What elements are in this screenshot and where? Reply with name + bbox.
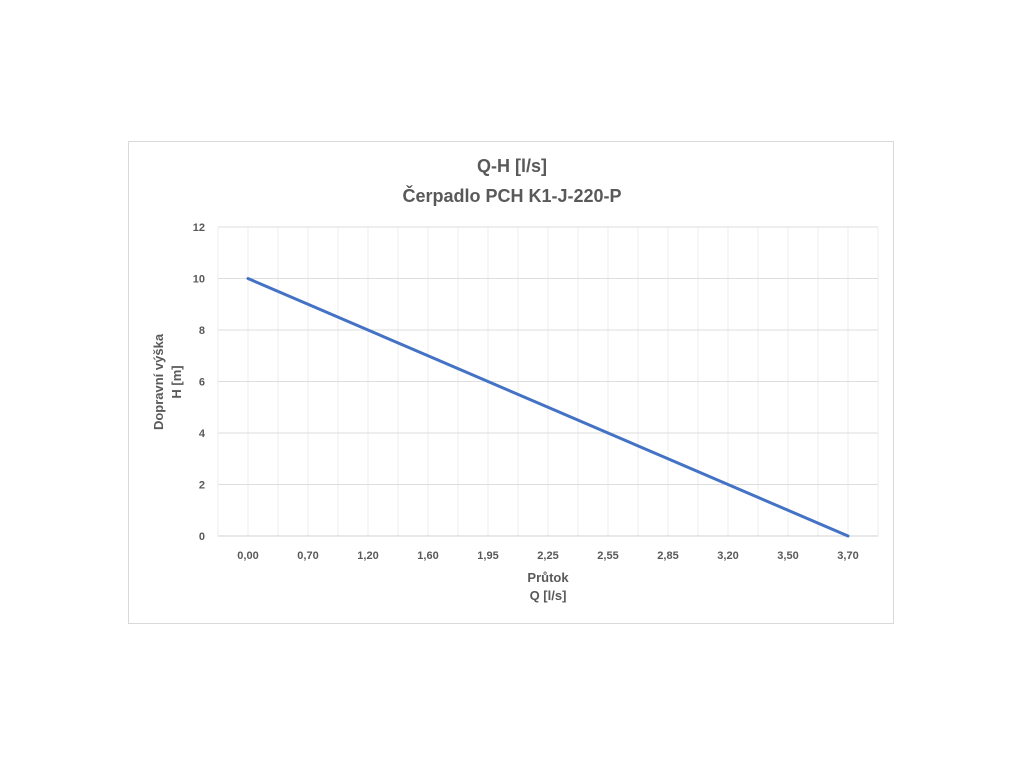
- chart-frame: [128, 141, 894, 624]
- y-tick-label: 0: [199, 531, 205, 543]
- x-tick-label: 0,70: [297, 550, 318, 562]
- y-axis-title-line1: Dopravní výška: [151, 333, 166, 430]
- x-tick-label: 0,00: [237, 550, 258, 562]
- line-layer: [246, 277, 850, 538]
- x-tick-label: 3,50: [777, 550, 798, 562]
- y-tick-label: 8: [199, 325, 205, 337]
- x-tick-label: 1,20: [357, 550, 378, 562]
- y-tick-label: 6: [199, 377, 205, 389]
- x-tick-label: 2,55: [597, 550, 618, 562]
- y-axis-title-line2: H [m]: [169, 365, 184, 398]
- x-tick-label: 3,70: [837, 550, 858, 562]
- x-axis-title-line2: Q [l/s]: [530, 588, 567, 603]
- x-tick-label: 1,60: [417, 550, 438, 562]
- x-tick-label: 3,20: [717, 550, 738, 562]
- x-tick-label: 2,25: [537, 550, 558, 562]
- x-axis-title-line1: Průtok: [527, 570, 569, 585]
- y-tick-label: 10: [193, 274, 205, 286]
- x-tick-label: 1,95: [477, 550, 498, 562]
- chart-title: Q-H [l/s]: [477, 156, 547, 176]
- y-tick-label: 2: [199, 480, 205, 492]
- y-tick-label: 12: [193, 222, 205, 234]
- series-line: [246, 277, 850, 538]
- tick-layer: 0 2 4 6 8 10 12 0,00 0,70 1,20 1,60 1,95 2,25 2,55 2,8…: [193, 222, 859, 562]
- grid-layer: [217, 226, 879, 537]
- chart-subtitle: Čerpadlo PCH K1-J-220-P: [402, 185, 621, 206]
- y-tick-label: 4: [199, 428, 206, 440]
- x-tick-label: 2,85: [657, 550, 678, 562]
